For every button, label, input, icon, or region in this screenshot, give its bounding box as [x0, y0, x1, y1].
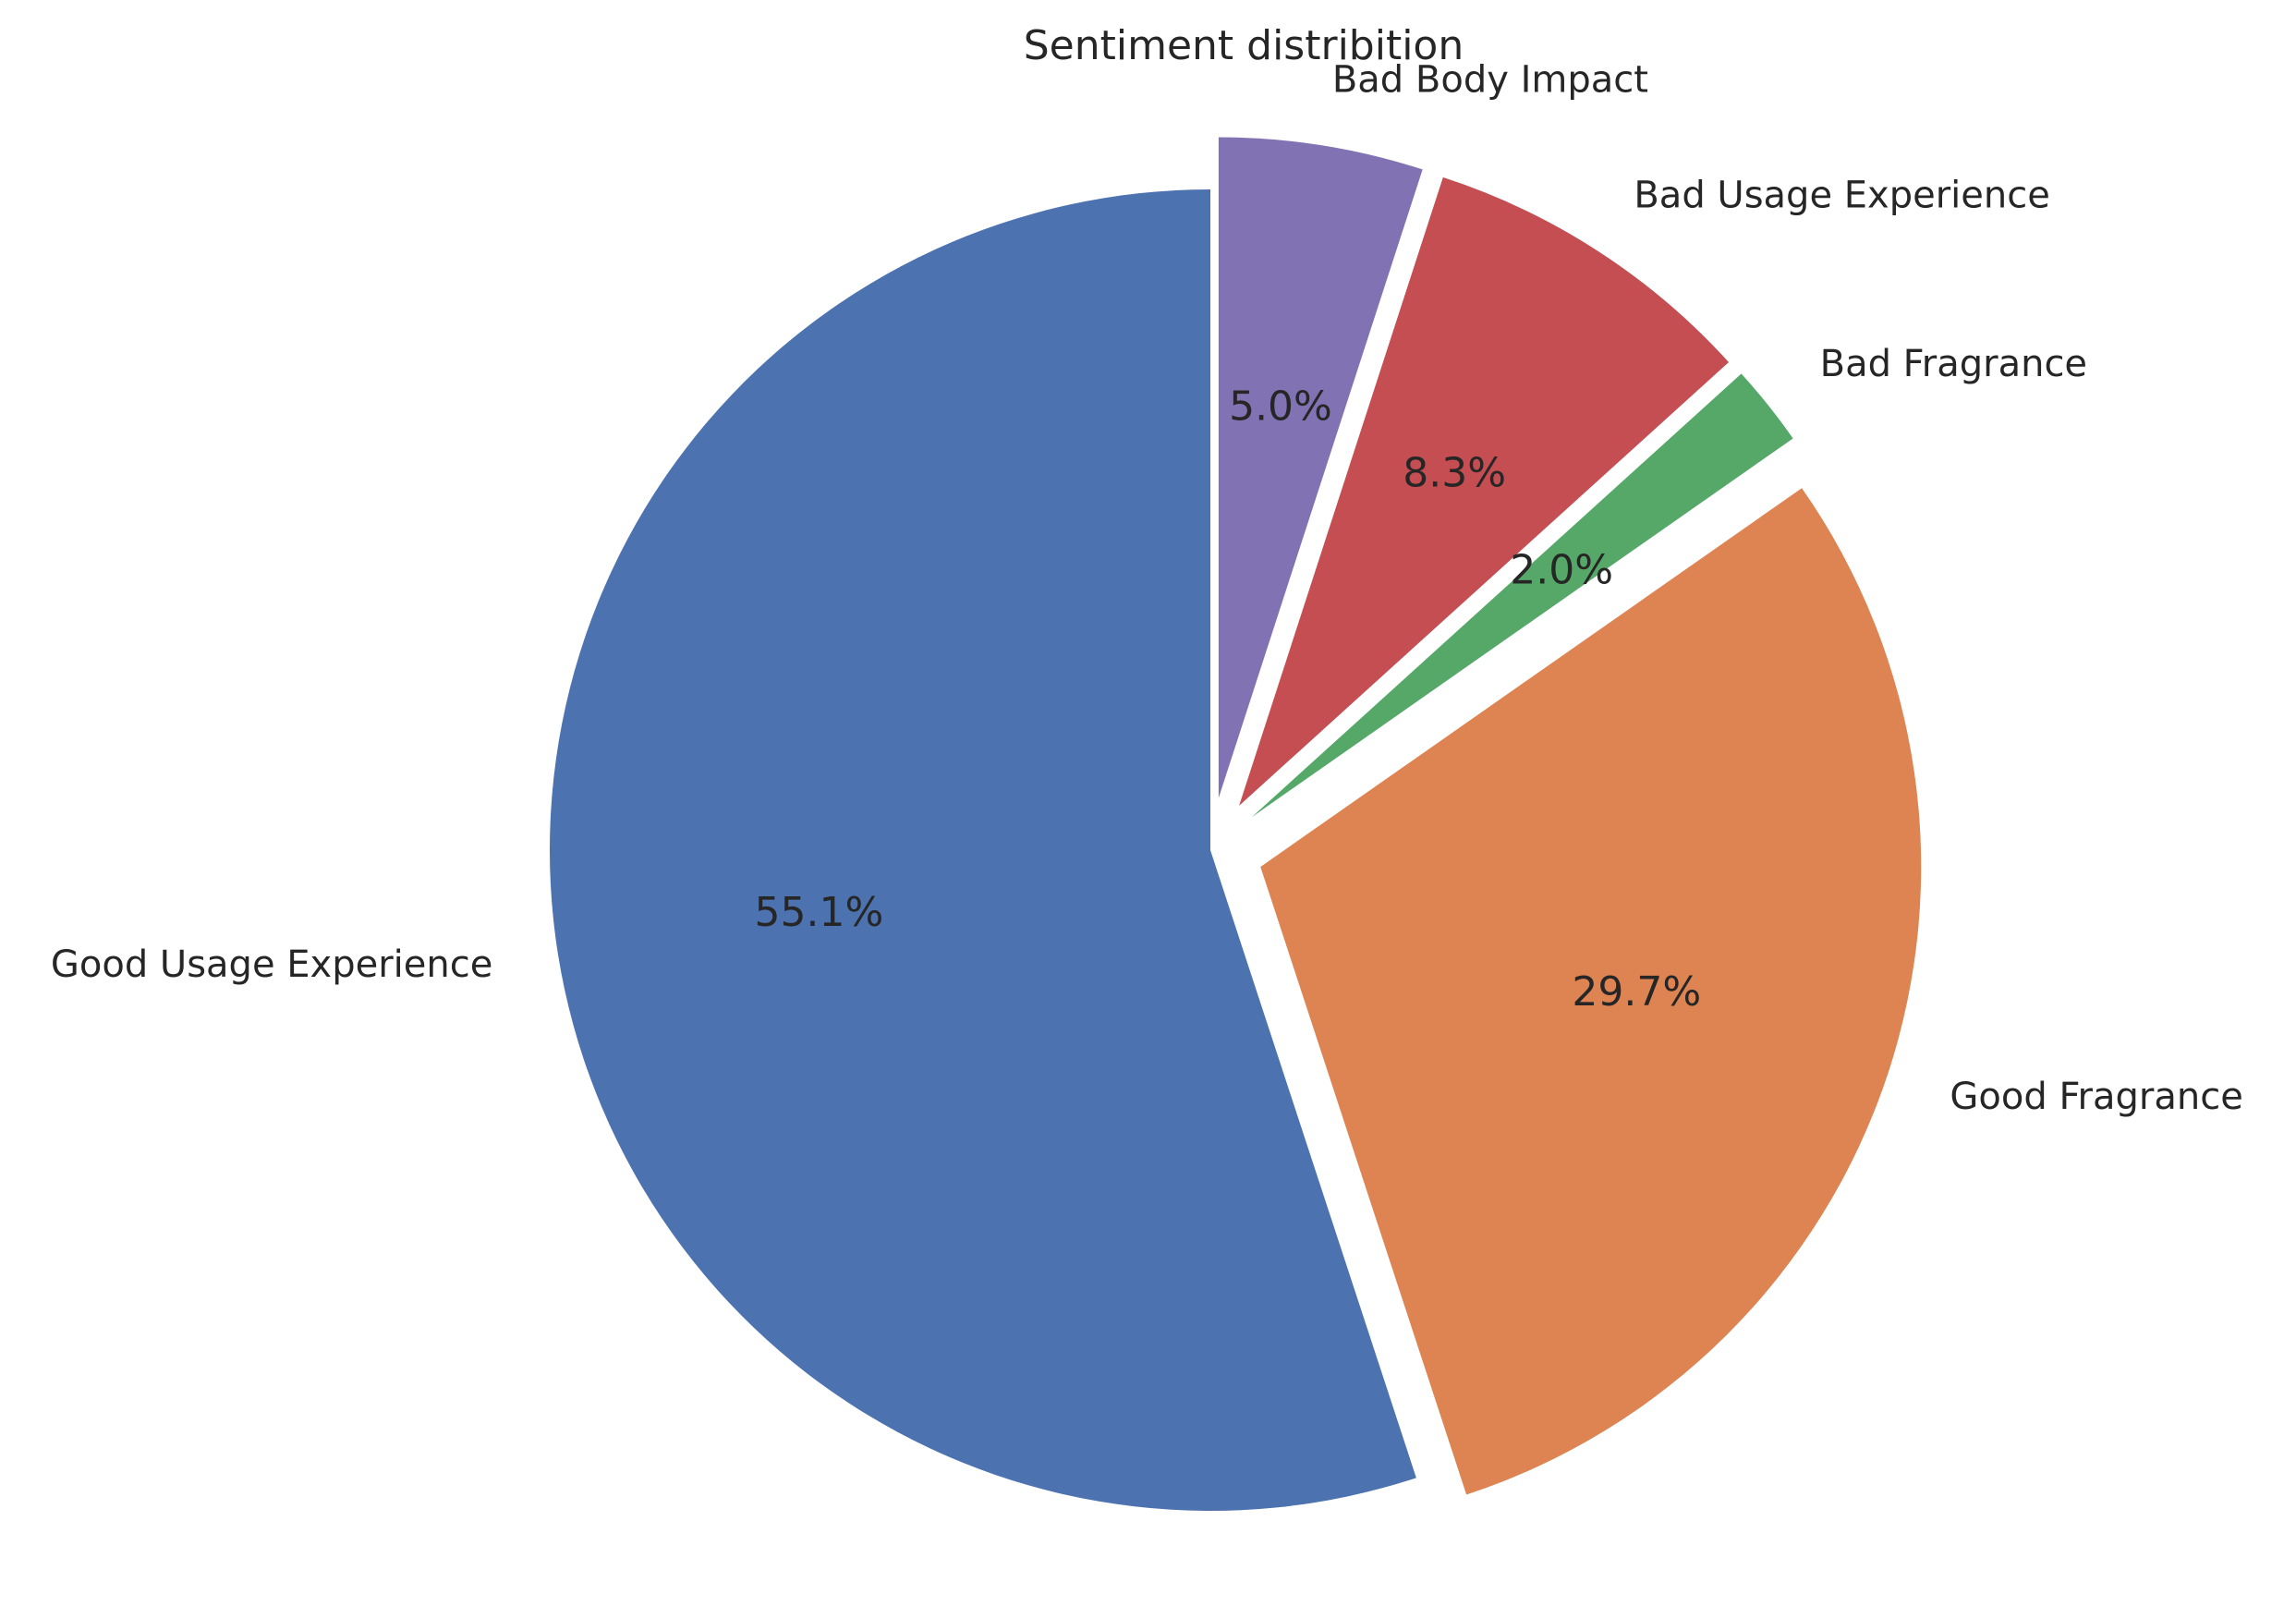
percentage-label-bad-fragrance: 2.0% [1510, 546, 1613, 593]
category-label-good-fragrance: Good Fragrance [1950, 1076, 2242, 1118]
category-label-good-usage-experience: Good Usage Experience [51, 943, 492, 986]
pie-slice-bad-fragrance [1251, 373, 1793, 818]
percentage-label-bad-usage-experience: 8.3% [1403, 449, 1506, 496]
category-label-bad-fragrance: Bad Fragrance [1820, 343, 2087, 385]
category-label-bad-body-impact: Bad Body Impact [1332, 59, 1648, 102]
percentage-label-good-usage-experience: 55.1% [754, 889, 883, 936]
percentage-labels: 55.1% 29.7% 2.0% 8.3% 5.0% [754, 383, 1701, 1016]
pie-slice-bad-body-impact [1218, 137, 1423, 798]
pie-slice-good-fragrance [1260, 488, 1922, 1495]
pie-slice-bad-usage-experience [1239, 176, 1730, 806]
pie-slice-good-usage-experience [550, 189, 1416, 1511]
category-label-bad-usage-experience: Bad Usage Experience [1634, 175, 2049, 217]
pie-slices [550, 137, 1922, 1511]
percentage-label-bad-body-impact: 5.0% [1229, 383, 1332, 430]
percentage-label-good-fragrance: 29.7% [1572, 968, 1701, 1016]
category-labels: Good Usage Experience Good Fragrance Bad F… [51, 59, 2243, 1118]
chart-title: Sentiment distribition [1024, 22, 1464, 69]
